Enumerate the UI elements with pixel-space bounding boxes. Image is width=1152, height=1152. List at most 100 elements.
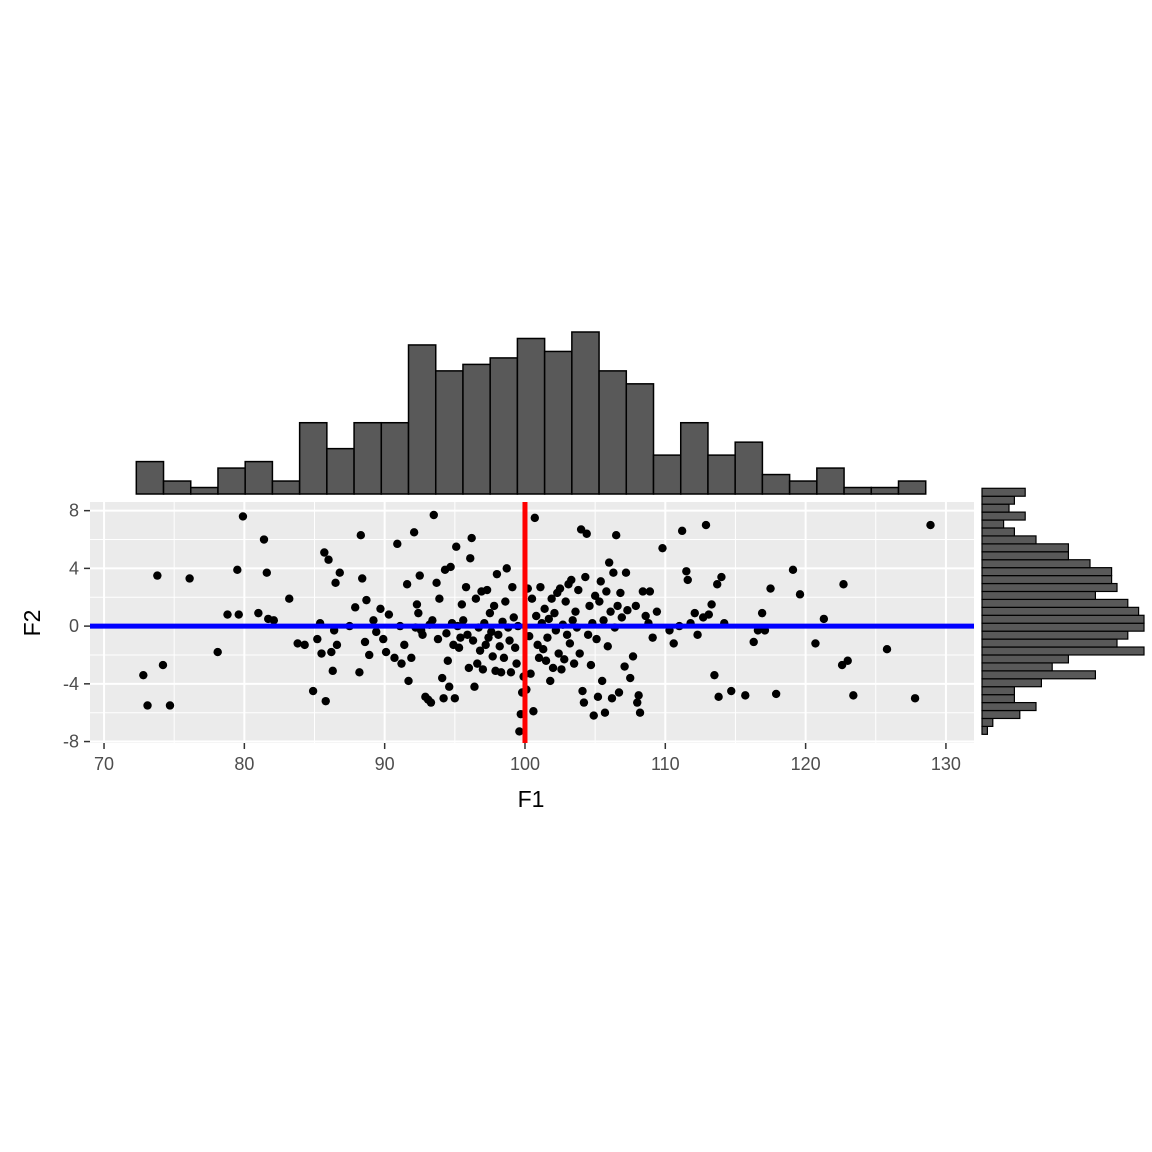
y-tick-label: 4	[69, 558, 79, 578]
y-histogram-bar	[981, 574, 1113, 585]
data-point	[506, 668, 516, 677]
data-point	[450, 694, 460, 703]
data-point	[158, 660, 168, 670]
data-point	[669, 639, 678, 648]
data-point	[505, 636, 514, 645]
y-histogram-bar	[981, 678, 1043, 688]
data-point	[544, 614, 554, 624]
data-point	[317, 649, 326, 658]
data-point	[515, 727, 524, 736]
x-histogram-bar	[407, 344, 437, 495]
data-point	[439, 694, 448, 703]
y-tick-label: 8	[69, 501, 79, 521]
data-point	[508, 582, 517, 592]
data-point	[717, 572, 726, 582]
data-point	[428, 616, 437, 625]
x-tick-label: 90	[375, 754, 395, 774]
data-point	[351, 603, 360, 612]
data-point	[327, 647, 336, 657]
data-point	[293, 639, 302, 648]
data-point	[494, 630, 503, 639]
x-histogram-bar	[271, 480, 301, 495]
data-point	[571, 607, 580, 616]
data-point	[459, 616, 468, 625]
data-point	[599, 616, 608, 625]
x-histogram-bar	[244, 460, 274, 495]
data-point	[432, 578, 441, 588]
data-point	[153, 571, 162, 580]
data-point	[811, 639, 820, 648]
y-histogram-bar	[981, 598, 1129, 608]
data-point	[710, 670, 719, 680]
data-point	[262, 568, 271, 577]
data-point	[355, 668, 364, 677]
data-point	[475, 646, 485, 655]
data-point	[466, 554, 475, 563]
data-point	[404, 676, 413, 686]
x-histogram-bar	[489, 357, 519, 495]
data-point	[579, 698, 589, 707]
data-point	[238, 512, 248, 521]
y-histogram-bar	[981, 725, 989, 735]
data-point	[415, 571, 424, 580]
data-point	[331, 578, 340, 588]
data-point	[454, 643, 464, 652]
data-point	[213, 647, 222, 657]
x-histogram-bar	[707, 454, 736, 495]
data-point	[510, 643, 520, 652]
y-histogram-bar	[981, 559, 1091, 569]
data-point	[526, 669, 535, 678]
data-point	[461, 582, 471, 592]
data-point	[321, 696, 330, 706]
data-point	[372, 627, 381, 637]
y-histogram-bar	[981, 495, 1016, 505]
data-point	[445, 682, 454, 691]
data-point	[741, 691, 750, 700]
y-histogram-bar	[981, 503, 1010, 513]
data-point	[603, 642, 612, 651]
data-point	[384, 610, 394, 619]
data-point	[532, 611, 541, 621]
y-histogram-bar	[981, 694, 1016, 704]
data-point	[485, 608, 495, 618]
data-point	[185, 574, 194, 583]
x-histogram-bar	[434, 370, 464, 495]
data-point	[407, 653, 416, 663]
data-point	[843, 656, 852, 665]
data-point	[555, 584, 565, 593]
data-point	[600, 708, 610, 717]
y-histogram-bar	[981, 717, 994, 728]
data-point	[677, 526, 687, 536]
y-tick-label: -8	[63, 732, 79, 752]
data-point	[604, 558, 614, 567]
data-point	[259, 535, 269, 544]
right-marginal-histogram	[981, 487, 1145, 735]
data-point	[565, 639, 575, 648]
y-histogram-bar	[981, 527, 1016, 537]
data-point	[611, 530, 621, 540]
data-point	[574, 585, 583, 595]
y-histogram-bar	[981, 606, 1140, 616]
data-point	[690, 608, 699, 618]
y-axis: 8 4 0 -4 -8	[63, 501, 90, 752]
data-point	[633, 698, 642, 707]
y-histogram-bar	[981, 590, 1097, 601]
x-tick-label: 130	[931, 754, 961, 774]
x-histogram-bar	[734, 441, 764, 495]
data-point	[536, 582, 545, 592]
x-histogram-bar	[625, 383, 655, 495]
data-point	[910, 694, 920, 703]
data-point	[452, 542, 461, 551]
x-histogram-bar	[788, 480, 818, 495]
data-point	[165, 701, 175, 710]
data-point	[402, 580, 412, 589]
x-histogram-bar	[571, 331, 600, 495]
data-point	[502, 564, 511, 573]
data-point	[585, 601, 594, 611]
data-point	[328, 666, 337, 676]
data-point	[626, 673, 635, 683]
data-point	[539, 644, 548, 654]
data-point	[590, 591, 600, 601]
data-point	[471, 594, 481, 603]
